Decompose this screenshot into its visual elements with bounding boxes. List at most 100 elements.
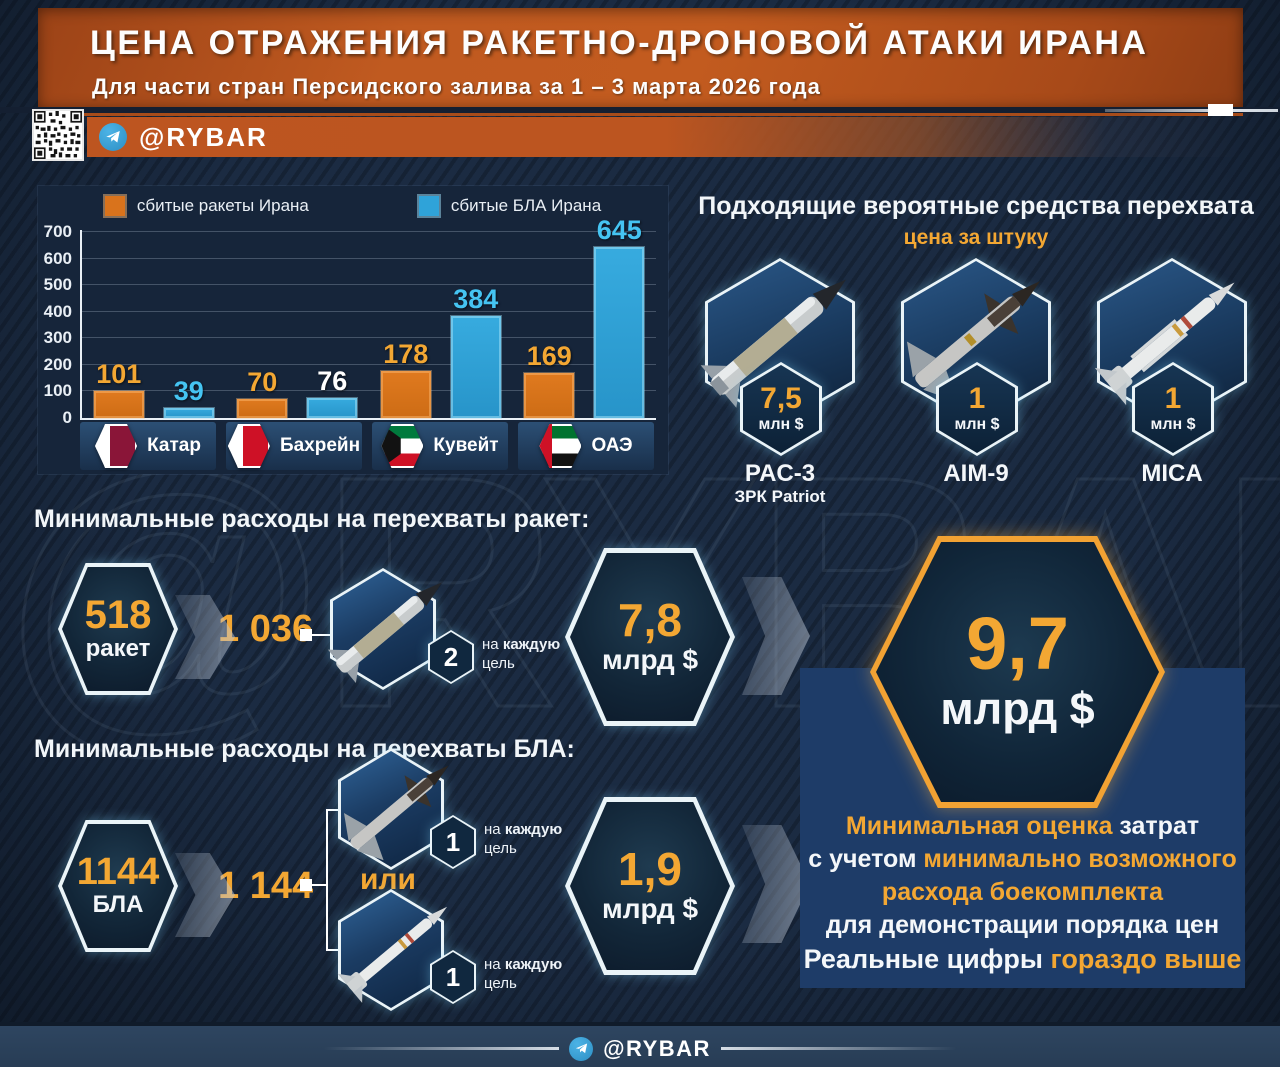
interceptors-subtitle: цена за штуку [903,226,1049,249]
interceptor-card-mica: 1 млн $ MICA [1082,250,1262,487]
bar-group: 178 384 [369,230,513,418]
flag-icon-qatar [95,424,138,468]
chart-plot: 101 39 70 76 178 384 169 645 [80,215,657,420]
summary-unit: млрд $ [940,682,1095,734]
category-band: ОАЭ [518,422,654,470]
legend-label-drones: сбитые БЛА Ирана [450,196,602,215]
footer-line-left [324,1047,560,1050]
drones-cost-hexagon: 1,9 млрд $ [565,797,735,975]
aim9-name: AIM-9 [943,460,1009,487]
mica-name: MICA [1141,460,1203,487]
legend-swatch-missiles-icon [104,196,125,216]
interceptor-cards: 7,5 млн $ PAC-3 ЗРК Patriot [690,250,1262,506]
y-tick-label: 0 [62,408,72,427]
category-band: Кувейт [372,422,508,470]
summary-value: 9,7 [966,601,1069,685]
bar [380,371,431,418]
option2-count-hexagon: 1 [430,950,476,1004]
footer-handle[interactable]: @RYBAR [603,1035,711,1061]
bar [163,408,214,418]
y-tick-label: 600 [43,248,72,268]
y-tick-label: 300 [43,328,72,348]
category-label: Катар [147,435,201,456]
bar [594,247,645,418]
mica-price-unit: млн $ [1150,416,1196,433]
drones-count: 1144 [76,851,160,894]
bar [450,316,501,418]
flag-icon-kuwait [381,424,424,468]
bar [93,391,144,418]
y-axis: 0 100 200 300 400 500 600 700 [38,222,76,427]
footer-bar: @RYBAR [0,1022,1280,1067]
summary-panel: 9,7 млрд $ Минимальная оценка затрат с у… [800,536,1245,988]
header-divider-orange [38,113,1243,116]
bar-value-label: 101 [96,359,142,389]
per-target-note: на каждую цель [484,956,563,992]
interceptor-card-aim9: 1 млн $ AIM-9 [886,250,1066,487]
chart-legend: сбитые ракеты Ирана сбитые БЛА Ирана [38,196,668,216]
mica-price-hexagon: 1 млн $ [1132,362,1214,456]
footer-line-right [720,1047,956,1050]
option1-count-hexagon: 1 [430,815,476,869]
connector-node [300,879,312,891]
bar [237,399,288,418]
bar-value-label: 645 [596,215,642,245]
bar-group: 169 645 [513,215,657,418]
bar-group: 101 39 [82,230,226,418]
drones-option2-hexagon [338,889,444,1011]
brand-handle: @RYBAR [139,121,268,152]
bar-value-label: 178 [383,339,429,369]
page-title: ЦЕНА ОТРАЖЕНИЯ РАКЕТНО-ДРОНОВОЙ АТАКИ ИР… [90,24,1149,62]
missiles-cost: 7,8 [618,594,682,647]
pac3-price-hexagon: 7,5 млн $ [740,362,822,456]
qr-code [34,111,82,159]
missiles-cost-hexagon: 7,8 млрд $ [565,548,735,726]
option1-count: 1 [445,826,461,857]
bar-group: 70 76 [226,230,370,418]
progress-tick[interactable] [1208,104,1233,116]
per-target-note: на каждую цель [484,821,563,857]
summary-hexagon: 9,7 млрд $ [870,536,1165,808]
missiles-heading: Минимальные расходы на перехваты ракет: [34,505,590,533]
category-label: Бахрейн [279,435,361,456]
drones-source-hexagon: 1144 БЛА [58,820,178,952]
category-label: ОАЭ [591,435,633,456]
legend-item-drones: сбитые БЛА Ирана [418,196,602,216]
y-tick-label: 100 [43,381,72,401]
summary-footnote: Реальные цифры гораздо выше [803,944,1242,974]
per-target-note: на каждую цель [482,636,561,672]
bar [307,398,358,418]
telegram-brand-bar[interactable]: @RYBAR [87,117,1244,157]
pac3-price-unit: млн $ [758,416,804,433]
drones-cost-section: Минимальные расходы на перехваты БЛА: 11… [30,735,820,1025]
summary-note: Минимальная оценка затрат с учетом миним… [808,812,1237,939]
missiles-count-label: ракет [85,635,151,663]
category-band: Бахрейн [226,422,362,470]
interceptor-card-pac3: 7,5 млн $ PAC-3 ЗРК Patriot [690,250,870,506]
y-tick-label: 400 [43,301,72,321]
interceptors-title: Подходящие вероятные средства перехвата [698,192,1254,220]
bar-value-label: 70 [247,367,278,397]
missiles-source-hexagon: 518 ракет [58,563,178,695]
bar-value-label: 76 [317,366,348,396]
chart-panel: сбитые ракеты Ирана сбитые БЛА Ирана 0 10… [38,186,668,474]
y-tick-label: 500 [43,275,72,295]
category-label: Кувейт [433,435,499,456]
pac3-name: PAC-3 [744,460,816,487]
category-row: Катар Бахрейн Кувейт ОАЭ [80,422,654,470]
missiles-interceptor-hexagon [330,568,436,690]
option2-count: 1 [445,961,461,992]
per-target-count: 2 [443,641,459,672]
flag-icon-bahrain [227,424,270,468]
aim9-price: 1 [968,382,986,415]
mica-price: 1 [1164,382,1182,415]
drones-cost-unit: млрд $ [601,893,699,925]
flag-icon-uae [539,424,582,468]
drones-heading: Минимальные расходы на перехваты БЛА: [34,735,575,763]
drones-count-label: БЛА [92,891,144,919]
progress-line [1105,109,1278,112]
drones-total: 1 144 [218,865,314,907]
missiles-total: 1 036 [218,608,314,650]
category-band: Катар [80,422,216,470]
